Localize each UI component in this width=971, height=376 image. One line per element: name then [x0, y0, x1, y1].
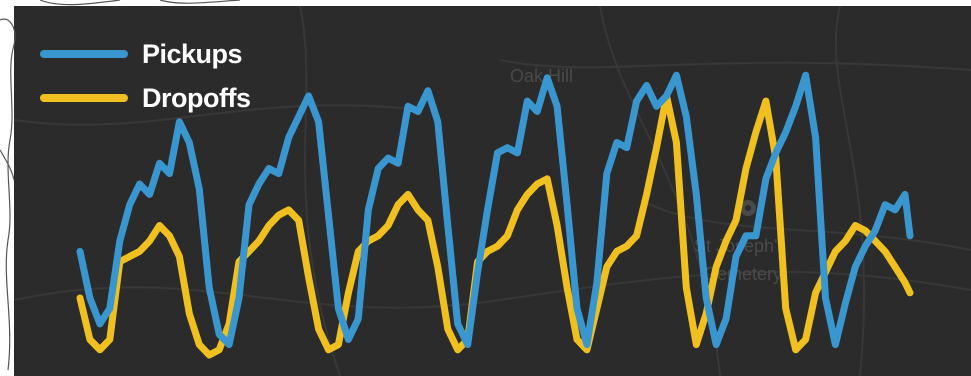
legend-swatch-pickups	[40, 50, 128, 58]
series-line-pickups	[76, 71, 914, 349]
legend-label-dropoffs: Dropoffs	[142, 82, 251, 113]
map-label-oak-hill: Oak Hill	[510, 66, 573, 86]
legend: Pickups Dropoffs	[40, 32, 300, 120]
legend-swatch-dropoffs	[40, 94, 128, 102]
outline-sketch	[0, 0, 241, 371]
legend-label-pickups: Pickups	[142, 38, 243, 69]
series-layer	[76, 71, 914, 359]
legend-item-dropoffs: Dropoffs	[40, 76, 300, 120]
map-pin-icon	[740, 200, 756, 216]
map-label-cemetery: Cemetery	[704, 264, 782, 284]
legend-item-pickups: Pickups	[40, 32, 300, 76]
